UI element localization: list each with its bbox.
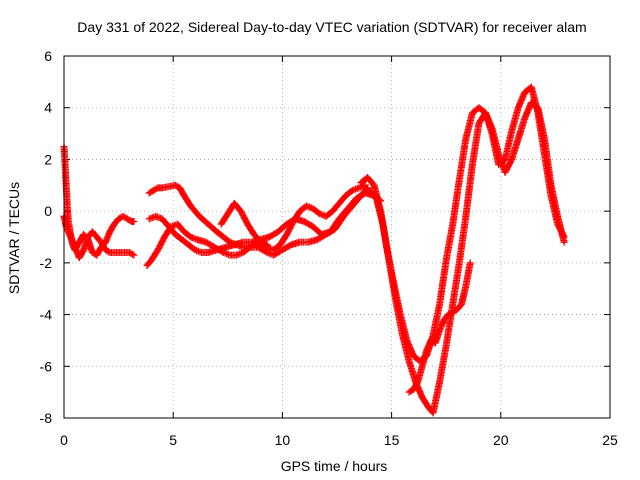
x-tick-label: 0 (60, 432, 68, 448)
data-point (128, 250, 136, 258)
chart-title: Day 331 of 2022, Sidereal Day-to-day VTE… (77, 19, 586, 35)
plot-frame (63, 55, 611, 419)
y-tick-label: 4 (44, 100, 52, 116)
y-tick-label: -2 (40, 255, 53, 271)
series-5 (217, 181, 369, 254)
y-tick-label: 0 (44, 203, 52, 219)
y-axis-label: SDTVAR / TECUs (6, 182, 22, 294)
series-8 (405, 259, 474, 396)
y-tick-label: -6 (40, 358, 53, 374)
data-point (244, 244, 252, 252)
x-axis-label: GPS time / hours (281, 458, 388, 474)
series-7 (366, 99, 568, 417)
x-tick-label: 25 (602, 432, 618, 448)
x-tick-label: 5 (169, 432, 177, 448)
y-tick-label: -8 (40, 410, 53, 426)
x-tick-label: 10 (275, 432, 291, 448)
data-point (130, 217, 138, 225)
x-tick-label: 20 (493, 432, 509, 448)
data-point (466, 259, 474, 267)
y-tick-label: 6 (44, 48, 52, 64)
data-point (104, 248, 112, 256)
x-tick-label: 15 (384, 432, 400, 448)
y-tick-label: -4 (40, 307, 53, 323)
y-tick-label: 2 (44, 151, 52, 167)
data-points (60, 83, 568, 417)
tick-labels: 0 5 10 15 20 25 -8 -6 -4 -2 0 2 4 6 (40, 48, 618, 448)
data-point (560, 238, 568, 246)
series-1 (60, 212, 138, 262)
data-point (130, 251, 138, 259)
